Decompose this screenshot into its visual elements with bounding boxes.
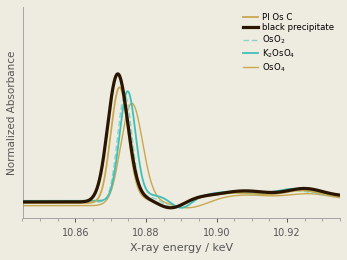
X-axis label: X-ray energy / keV: X-ray energy / keV bbox=[130, 243, 233, 253]
Y-axis label: Normalized Absorbance: Normalized Absorbance bbox=[7, 50, 17, 175]
Legend: PI Os C, black precipitate, OsO$_2$, K$_2$OsO$_4$, OsO$_4$: PI Os C, black precipitate, OsO$_2$, K$_… bbox=[241, 11, 336, 75]
